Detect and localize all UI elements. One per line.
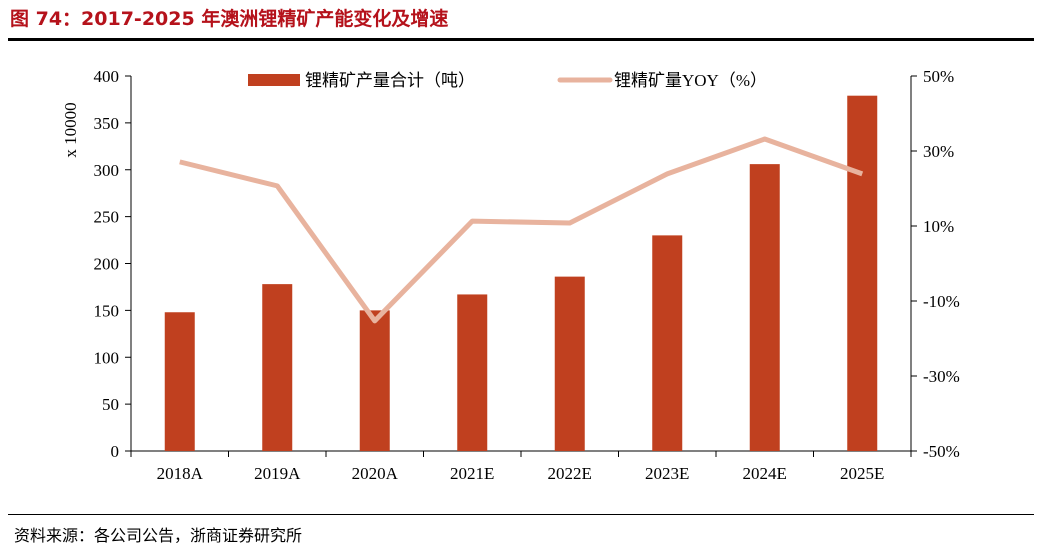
- bar-2019A: [262, 284, 293, 451]
- bar-2020A: [359, 310, 390, 451]
- x-tick-label: 2020A: [352, 464, 399, 483]
- source-note: 资料来源：各公司公告，浙商证券研究所: [14, 526, 303, 545]
- chart: 0 50 100 150 200 250 300 350 400 -50% -30% -10% 10% 3…: [61, 67, 960, 483]
- right-tick-label: -30%: [923, 367, 960, 386]
- left-tick-label: 50: [102, 395, 119, 414]
- x-tick-label: 2019A: [254, 464, 301, 483]
- right-tick-label: -50%: [923, 442, 960, 461]
- x-tick-label: 2023E: [645, 464, 689, 483]
- legend-label-bar: 锂精矿产量合计（吨）: [305, 71, 475, 90]
- left-tick-label: 350: [94, 114, 120, 133]
- bar-2024E: [749, 164, 780, 451]
- left-tick-label: 0: [111, 442, 120, 461]
- right-tick-label: -10%: [923, 292, 960, 311]
- left-tick-label: 150: [94, 301, 120, 320]
- legend-label-line: 锂精矿量YOY（%）: [614, 71, 767, 90]
- left-tick-label: 200: [94, 255, 120, 274]
- figure-title: 图 74：2017-2025 年澳洲锂精矿产能变化及增速: [10, 8, 449, 30]
- bar-2022E: [554, 276, 585, 451]
- yoy-line: [179, 136, 864, 324]
- right-tick-label: 50%: [923, 67, 954, 86]
- bottom-rule: [8, 514, 1034, 515]
- bar-2021E: [457, 294, 488, 451]
- left-tick-label: 250: [94, 208, 120, 227]
- x-tick-label: 2022E: [548, 464, 592, 483]
- right-tick-label: 10%: [923, 217, 954, 236]
- x-tick-label: 2021E: [450, 464, 494, 483]
- bar-2018A: [164, 312, 195, 451]
- y-axis-label: x 10000: [61, 102, 80, 157]
- x-tick-label: 2018A: [157, 464, 204, 483]
- left-tick-label: 100: [94, 348, 120, 367]
- bar-2025E: [847, 95, 878, 451]
- top-rule: [8, 38, 1034, 41]
- x-tick-label: 2025E: [840, 464, 884, 483]
- legend-swatch-bar: [248, 74, 300, 86]
- left-tick-label: 300: [94, 161, 120, 180]
- x-tick-label: 2024E: [743, 464, 787, 483]
- left-tick-label: 400: [94, 67, 120, 86]
- right-tick-label: 30%: [923, 142, 954, 161]
- bar-2023E: [652, 235, 683, 451]
